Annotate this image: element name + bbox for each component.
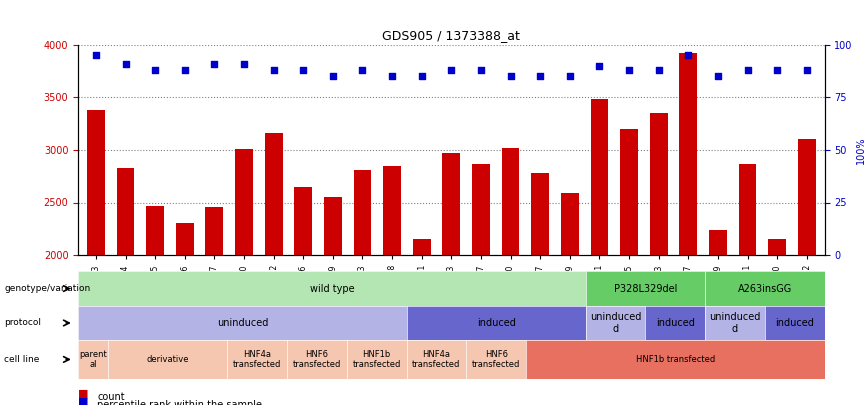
Bar bbox=[443, 153, 460, 405]
Bar bbox=[413, 239, 431, 405]
Bar bbox=[472, 164, 490, 405]
Text: ■: ■ bbox=[78, 389, 89, 399]
Point bbox=[89, 52, 102, 58]
Text: wild type: wild type bbox=[310, 284, 354, 294]
Point bbox=[652, 66, 666, 73]
Point bbox=[415, 73, 429, 79]
Point bbox=[326, 73, 339, 79]
Bar bbox=[739, 164, 757, 405]
Text: percentile rank within the sample: percentile rank within the sample bbox=[97, 400, 262, 405]
Bar bbox=[531, 173, 549, 405]
Bar bbox=[146, 206, 164, 405]
Point bbox=[533, 73, 547, 79]
Text: HNF1b transfected: HNF1b transfected bbox=[635, 355, 715, 364]
Point bbox=[237, 60, 251, 67]
Text: uninduced: uninduced bbox=[217, 318, 268, 328]
Title: GDS905 / 1373388_at: GDS905 / 1373388_at bbox=[383, 29, 520, 42]
Point bbox=[266, 66, 280, 73]
Bar bbox=[768, 239, 786, 405]
Point bbox=[563, 73, 577, 79]
Bar bbox=[206, 207, 223, 405]
Bar bbox=[87, 110, 105, 405]
Text: genotype/variation: genotype/variation bbox=[4, 284, 90, 293]
Point bbox=[800, 66, 814, 73]
Point bbox=[711, 73, 725, 79]
Text: induced: induced bbox=[656, 318, 694, 328]
Bar bbox=[384, 166, 401, 405]
Text: HNF1b
transfected: HNF1b transfected bbox=[352, 350, 401, 369]
Bar bbox=[324, 197, 342, 405]
Bar bbox=[561, 193, 579, 405]
Bar bbox=[680, 53, 697, 405]
Text: induced: induced bbox=[477, 318, 516, 328]
Bar bbox=[709, 230, 727, 405]
Point bbox=[593, 62, 607, 69]
Point bbox=[622, 66, 636, 73]
Bar bbox=[502, 148, 519, 405]
Text: P328L329del: P328L329del bbox=[614, 284, 677, 294]
Bar bbox=[176, 222, 194, 405]
Bar bbox=[621, 129, 638, 405]
Point bbox=[207, 60, 221, 67]
Point bbox=[148, 66, 162, 73]
Point bbox=[444, 66, 458, 73]
Text: derivative: derivative bbox=[147, 355, 189, 364]
Y-axis label: 100%: 100% bbox=[856, 136, 865, 164]
Bar bbox=[235, 149, 253, 405]
Text: uninduced
d: uninduced d bbox=[590, 312, 641, 334]
Point bbox=[385, 73, 399, 79]
Bar bbox=[798, 139, 816, 405]
Text: uninduced
d: uninduced d bbox=[709, 312, 760, 334]
Bar bbox=[590, 99, 608, 405]
Text: protocol: protocol bbox=[4, 318, 42, 328]
Bar bbox=[265, 133, 282, 405]
Point bbox=[740, 66, 754, 73]
Text: A263insGG: A263insGG bbox=[738, 284, 792, 294]
Bar bbox=[294, 187, 312, 405]
Point bbox=[770, 66, 784, 73]
Text: ■: ■ bbox=[78, 397, 89, 405]
Text: induced: induced bbox=[775, 318, 814, 328]
Text: count: count bbox=[97, 392, 125, 402]
Bar bbox=[650, 113, 667, 405]
Point bbox=[119, 60, 133, 67]
Point bbox=[178, 66, 192, 73]
Bar bbox=[116, 168, 135, 405]
Bar bbox=[353, 170, 372, 405]
Point bbox=[503, 73, 517, 79]
Text: HNF4a
transfected: HNF4a transfected bbox=[412, 350, 461, 369]
Text: cell line: cell line bbox=[4, 355, 40, 364]
Point bbox=[356, 66, 370, 73]
Point bbox=[681, 52, 695, 58]
Point bbox=[474, 66, 488, 73]
Text: HNF4a
transfected: HNF4a transfected bbox=[233, 350, 281, 369]
Text: HNF6
transfected: HNF6 transfected bbox=[293, 350, 341, 369]
Text: HNF6
transfected: HNF6 transfected bbox=[472, 350, 520, 369]
Point bbox=[296, 66, 310, 73]
Text: parent
al: parent al bbox=[79, 350, 107, 369]
